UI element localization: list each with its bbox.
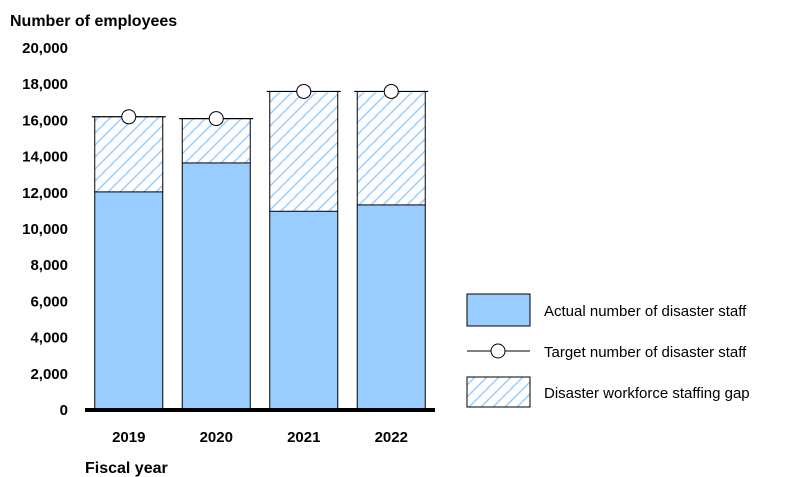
x-tick-label-2019: 2019 [112, 429, 145, 446]
legend: Actual number of disaster staff Target n… [466, 293, 750, 408]
y-axis-ticks: 0 2,000 4,000 6,000 8,000 10,000 12,000 14,000 1… [22, 40, 68, 419]
y-axis-title: Number of employees [10, 13, 177, 30]
legend-label-actual: Actual number of disaster staff [544, 303, 747, 320]
target-marker-2022 [383, 83, 399, 99]
y-tick-label: 16,000 [22, 112, 68, 129]
target-marker-2019 [121, 109, 137, 125]
legend-swatch-actual [466, 293, 531, 327]
y-tick-label: 14,000 [22, 149, 68, 166]
y-tick-label: 2,000 [30, 366, 68, 383]
actual-bar-2021 [269, 210, 339, 411]
target-marker-2020 [208, 111, 224, 127]
y-tick-label: 8,000 [30, 257, 68, 274]
gap-bar-2021 [269, 91, 338, 212]
legend-label-target: Target number of disaster staff [544, 344, 747, 361]
legend-label-gap: Disaster workforce staffing gap [544, 385, 750, 402]
y-tick-label: 0 [60, 402, 68, 419]
gap-bar-2019 [94, 116, 163, 192]
x-tick-label-2020: 2020 [200, 429, 233, 446]
actual-bar-2019 [94, 191, 164, 411]
x-tick-label-2021: 2021 [287, 429, 320, 446]
y-tick-label: 12,000 [22, 185, 68, 202]
x-axis-title: Fiscal year [85, 460, 168, 477]
actual-bar-2022 [356, 204, 426, 411]
y-tick-label: 4,000 [30, 330, 68, 347]
y-tick-label: 18,000 [22, 76, 68, 93]
actual-bar-2020 [181, 162, 251, 411]
y-tick-label: 6,000 [30, 293, 68, 310]
x-tick-label-2022: 2022 [375, 429, 408, 446]
x-axis-ticks: 2019 2020 2021 2022 [112, 429, 408, 446]
y-tick-label: 20,000 [22, 40, 68, 57]
legend-swatch-target-marker [490, 343, 506, 359]
gap-bar-2022 [357, 91, 426, 205]
bars-group [91, 83, 429, 411]
target-marker-2021 [296, 83, 312, 99]
y-tick-label: 10,000 [22, 221, 68, 238]
legend-swatch-gap [466, 376, 531, 408]
